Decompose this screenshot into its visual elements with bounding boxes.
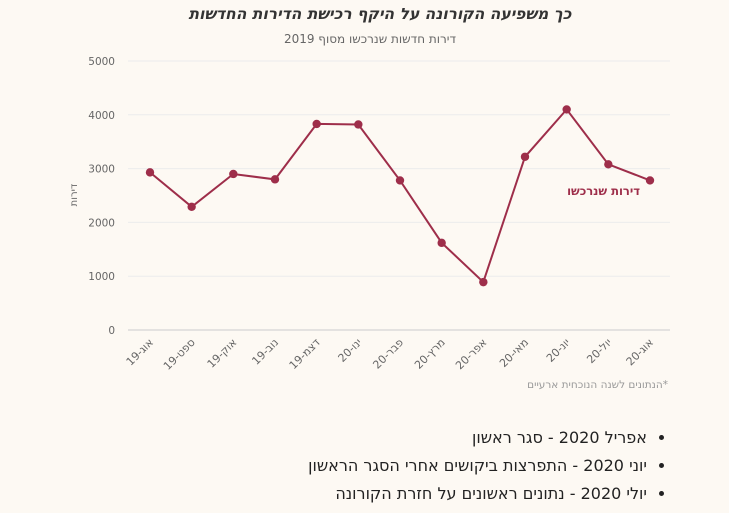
data-point [604,160,613,169]
x-tick-label: אפר-20 [453,336,489,372]
y-axis-label: דירות [69,183,80,206]
x-tick-label: מאי-20 [497,336,531,370]
y-axis-ticks: 0 1000 2000 3000 4000 5000 [88,56,115,337]
x-tick-label: מרץ-20 [412,336,448,372]
note-item: אפריל 2020 - סגר ראשון [308,424,647,452]
x-tick-label: אוג-20 [624,336,656,368]
data-point [520,152,530,161]
note-item: יולי 2020 - נתונים ראשונים על חזרת הקורו… [308,480,647,508]
note-item: יוני 2020 - התפרצות ביקושים אחרי הסגר הר… [308,452,647,480]
x-tick-label: נוב-19 [249,336,281,368]
data-point [145,168,155,177]
series-label: דירות שנרכשו [567,184,640,198]
data-point [354,120,363,129]
y-tick-label: 4000 [88,110,115,122]
data-point [312,119,321,129]
x-tick-label: יול-20 [584,336,614,366]
gridlines [128,60,670,331]
data-point [270,175,280,184]
y-tick-label: 3000 [88,164,115,176]
y-tick-label: 5000 [88,56,115,68]
chart-subtitle: דירות חדשות שנרכשו מסוף 2019 [284,32,457,46]
x-tick-label: דצמ-19 [287,336,323,372]
data-point [645,176,655,185]
x-tick-label: ספט-19 [161,336,198,373]
data-point [187,202,196,211]
chart-title: כך משפיעה הקורונה על היקף רכישת הדירות ה… [189,5,572,23]
series-points [145,105,655,287]
notes-list: אפריל 2020 - סגר ראשון יוני 2020 - התפרצ… [308,424,669,508]
data-note: הנתונים לשנה הנוכחית ארעיים* [527,379,668,391]
y-tick-label: 2000 [88,217,115,229]
data-point [395,176,405,185]
y-tick-label: 0 [108,325,115,337]
x-tick-label: ינו-20 [336,336,365,365]
data-point [229,169,238,179]
x-tick-label: אוג-19 [124,336,156,368]
data-point [479,277,488,287]
y-tick-label: 1000 [88,271,115,283]
x-tick-label: יונ-20 [544,336,573,365]
x-tick-label: פבר-20 [370,336,406,372]
line-chart: כך משפיעה הקורונה על היקף רכישת הדירות ה… [69,5,670,391]
x-tick-label: אוק-19 [205,336,240,371]
data-point [437,238,446,248]
data-point [562,105,571,114]
